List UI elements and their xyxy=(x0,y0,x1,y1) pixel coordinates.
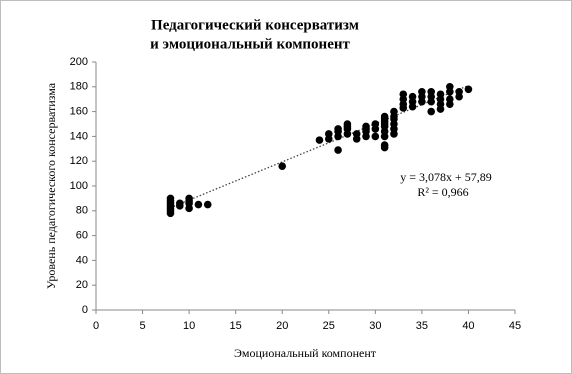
point xyxy=(464,85,473,94)
point xyxy=(380,112,389,121)
y-tick-label: 100 xyxy=(70,180,88,192)
y-tick-label: 0 xyxy=(82,304,88,316)
point xyxy=(343,120,352,128)
point xyxy=(455,87,463,96)
point xyxy=(408,92,417,101)
point xyxy=(427,107,436,116)
y-axis-label: Уровень педагогического консерватизма xyxy=(44,82,58,289)
x-axis-label: Эмоциональный компонент xyxy=(234,346,377,360)
point xyxy=(194,200,203,209)
x-tick-label: 20 xyxy=(276,320,288,332)
point xyxy=(436,90,445,99)
point xyxy=(427,87,436,96)
point xyxy=(278,162,287,170)
point xyxy=(185,194,193,203)
point xyxy=(446,83,454,91)
point xyxy=(446,95,454,103)
x-tick-label: 5 xyxy=(139,320,145,332)
x-tick-label: 10 xyxy=(183,320,195,332)
point xyxy=(334,125,342,133)
point xyxy=(418,87,426,96)
point xyxy=(362,122,370,131)
point xyxy=(371,132,380,141)
chart-title: и эмоциональный компонент xyxy=(150,36,350,52)
point xyxy=(176,199,184,208)
point xyxy=(203,200,212,209)
x-tick-label: 30 xyxy=(369,320,381,332)
point xyxy=(352,130,361,138)
point xyxy=(390,107,398,116)
x-tick-label: 35 xyxy=(416,320,428,332)
y-tick-label: 200 xyxy=(70,56,88,68)
trend-equation: y = 3,078x + 57,89 xyxy=(400,170,492,184)
x-tick-label: 0 xyxy=(93,320,99,332)
point xyxy=(334,146,342,154)
trend-r2: R² = 0,966 xyxy=(417,185,468,199)
y-tick-label: 180 xyxy=(70,81,88,93)
point xyxy=(399,90,408,99)
trendline xyxy=(170,84,469,209)
y-tick-label: 120 xyxy=(70,155,88,167)
y-tick-label: 80 xyxy=(76,205,88,217)
chart-title: Педагогический консерватизм xyxy=(151,17,359,33)
y-tick-label: 20 xyxy=(76,279,88,291)
point xyxy=(371,120,380,128)
point xyxy=(380,141,389,149)
x-tick-label: 45 xyxy=(509,320,521,332)
y-tick-label: 160 xyxy=(70,106,88,118)
y-tick-label: 140 xyxy=(70,130,88,142)
point xyxy=(324,130,333,138)
x-tick-label: 40 xyxy=(462,320,474,332)
point xyxy=(315,136,324,144)
x-tick-label: 15 xyxy=(230,320,242,332)
y-tick-label: 60 xyxy=(76,230,88,242)
point xyxy=(166,194,175,203)
x-tick-label: 25 xyxy=(323,320,335,332)
y-tick-label: 40 xyxy=(76,254,88,266)
